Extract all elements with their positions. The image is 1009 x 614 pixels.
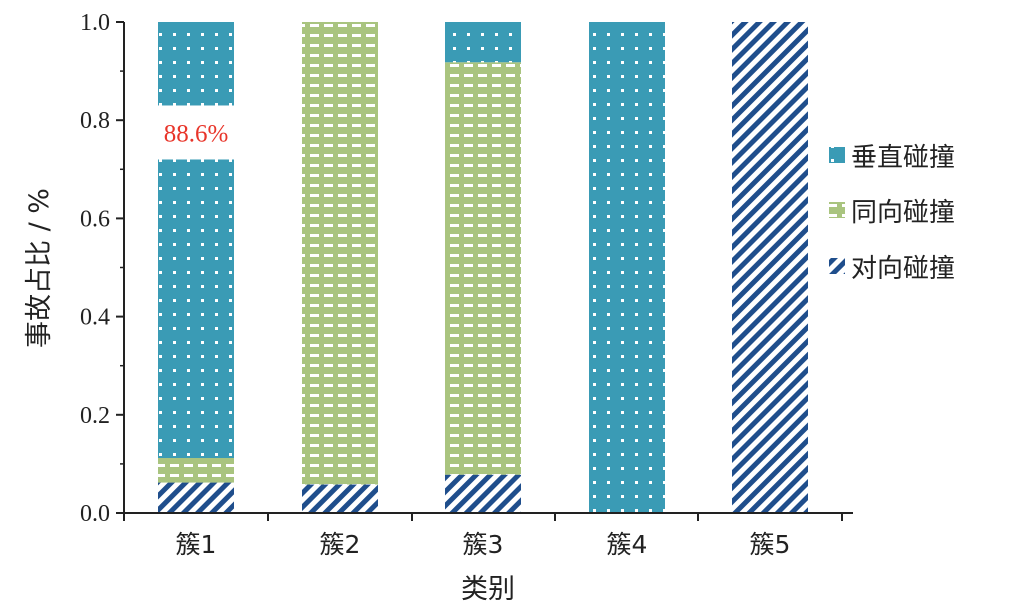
axes-layer: 0.0 0.2 0.4 0.6 0.8 1.0 簇1 簇2 簇3 簇4 簇5 类别 事故占比 / % [24, 10, 853, 605]
bar-segment-同向碰撞-簇3 [445, 62, 521, 475]
annotation-background [156, 105, 236, 160]
legend-swatch-对向碰撞 [829, 258, 845, 274]
legend-swatch-垂直碰撞 [829, 147, 845, 163]
y-axis-title: 事故占比 / % [24, 188, 55, 348]
bars-layer [158, 22, 808, 513]
legend-swatch-同向碰撞 [829, 202, 845, 218]
bar-segment-垂直碰撞-簇1 [158, 22, 234, 459]
legend-label-垂直碰撞: 垂直碰撞 [851, 143, 955, 173]
bar-segment-对向碰撞-簇1 [158, 482, 234, 513]
x-tick-label-簇3: 簇3 [463, 530, 504, 559]
bar-segment-对向碰撞-簇5 [732, 22, 808, 513]
bar-segment-同向碰撞-簇1 [158, 458, 234, 483]
bar-segment-垂直碰撞-簇4 [589, 22, 665, 513]
y-tick-label: 0.8 [80, 108, 110, 134]
bar-segment-垂直碰撞-簇3 [445, 22, 521, 63]
legend-label-同向碰撞: 同向碰撞 [851, 198, 955, 228]
bar-segment-对向碰撞-簇2 [302, 484, 378, 513]
bar-segment-同向碰撞-簇2 [302, 22, 378, 485]
y-tick-label: 0.6 [80, 206, 110, 232]
bar-segment-对向碰撞-簇3 [445, 474, 521, 513]
x-tick-label-簇1: 簇1 [176, 530, 217, 559]
y-tick-label: 1.0 [80, 10, 110, 36]
y-tick-label: 0.4 [80, 305, 110, 331]
annotation-label: 88.6% [164, 120, 229, 147]
legend-label-对向碰撞: 对向碰撞 [851, 254, 955, 284]
x-axis-title: 类别 [461, 574, 515, 605]
x-tick-label-簇2: 簇2 [320, 530, 361, 559]
y-tick-label: 0.0 [80, 501, 110, 527]
y-tick-label: 0.2 [80, 403, 110, 429]
x-tick-label-簇4: 簇4 [607, 530, 648, 559]
x-tick-label-簇5: 簇5 [750, 530, 791, 559]
labels-layer: 88.6% [156, 105, 236, 160]
